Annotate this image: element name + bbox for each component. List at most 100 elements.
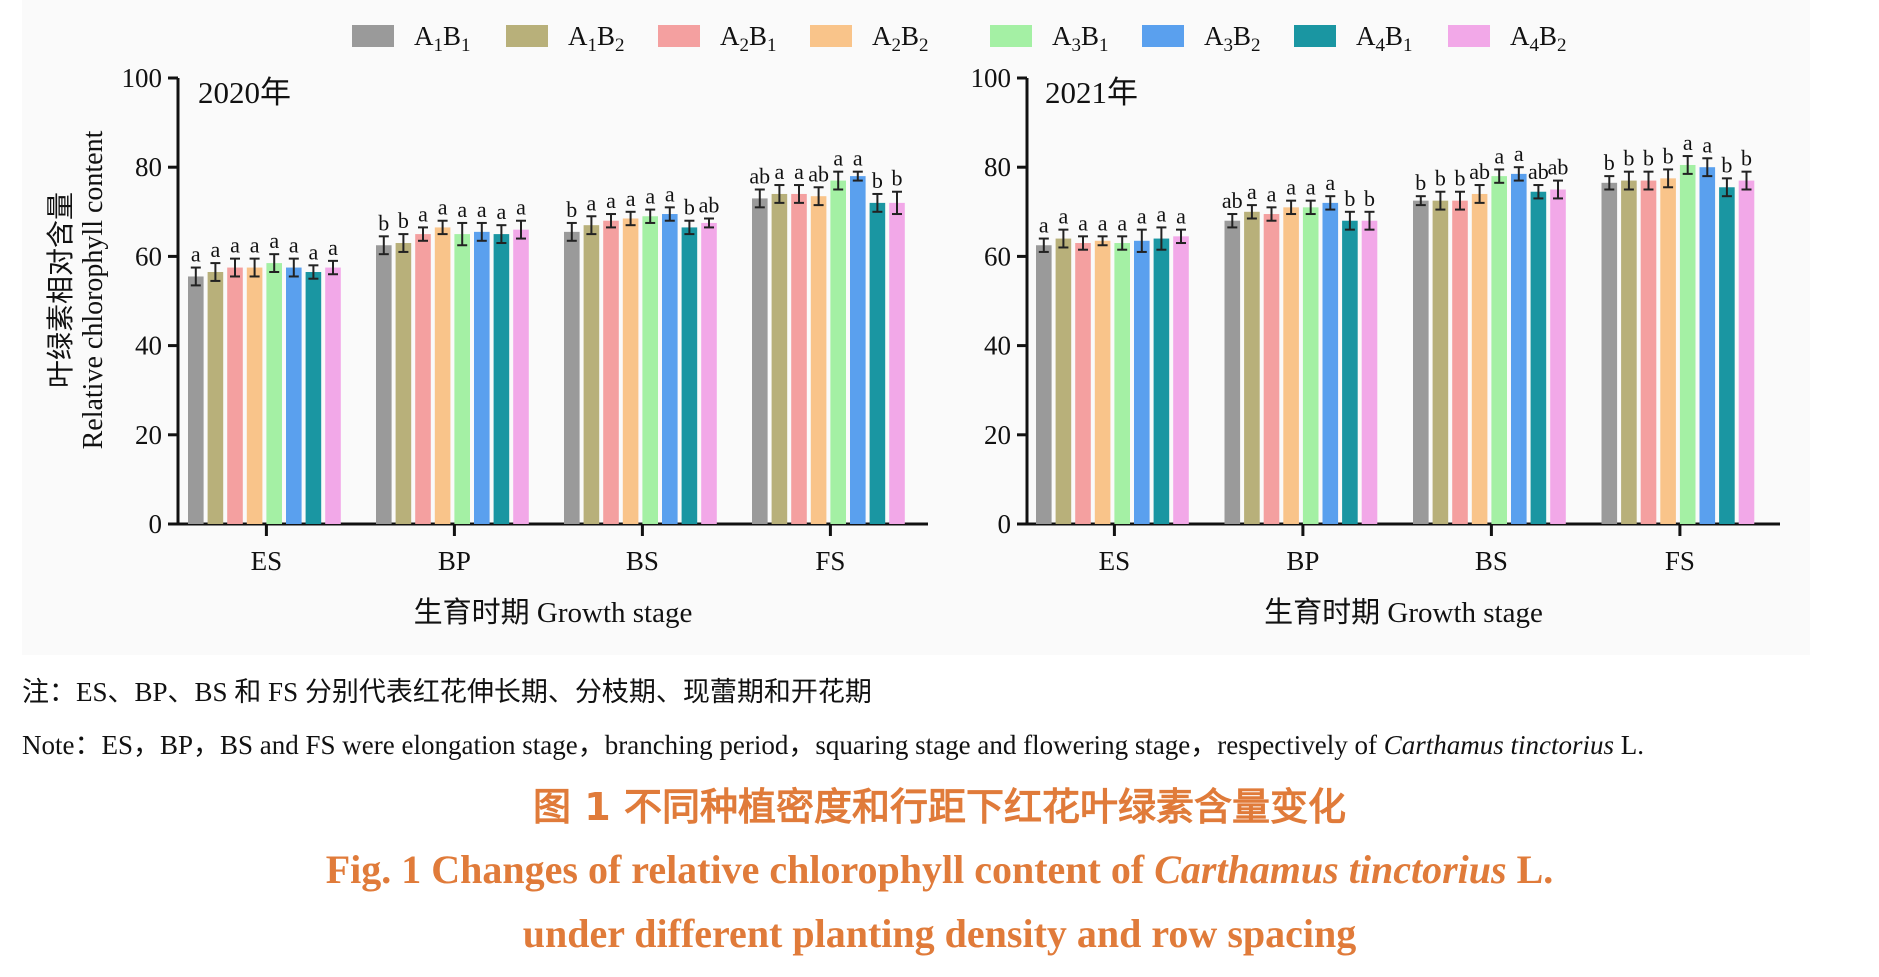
significance-letter: a [230,233,240,258]
figure-title-cn: 图 1 不同种植密度和行距下红花叶绿素含量变化 [533,785,1346,829]
significance-letter: a [1176,204,1186,229]
bar [1075,243,1091,524]
bar [1322,202,1339,524]
significance-letter: a [516,195,526,220]
significance-letter: b [566,197,577,222]
significance-letter: a [1683,130,1693,155]
bar [1114,243,1130,524]
significance-letter: a [1702,132,1712,157]
bar [1601,182,1618,524]
y-tick-label: 20 [984,420,1011,450]
note-en-species: Carthamus tinctorius [1383,730,1615,760]
significance-letter: a [418,201,428,226]
significance-letter: b [1604,150,1615,175]
panel-label: 2021年 [1045,75,1138,110]
legend-label-5: A3B2 [1204,21,1261,56]
significance-letter: a [269,228,279,253]
y-tick-label: 60 [984,241,1011,271]
bar [1511,173,1527,524]
significance-letter: a [1059,204,1069,229]
bar [1134,240,1150,525]
significance-letter: ab [808,161,829,186]
significance-letter: a [1494,143,1504,168]
bar [1342,220,1358,524]
bar [622,218,639,525]
x-axis-title: 生育时期 Growth stage [414,596,693,629]
y-tick-label: 80 [984,152,1011,182]
significance-letter: a [1137,204,1147,229]
bar [869,202,886,524]
bar [564,231,580,524]
bar [493,234,510,524]
y-tick-label: 0 [149,509,163,539]
y-tick-label: 60 [135,241,162,271]
significance-letter: a [1267,181,1277,206]
bar [305,272,322,524]
legend-label-4: A3B1 [1052,21,1109,56]
legend-swatch-4 [990,25,1032,47]
bar [1452,200,1468,524]
legend-swatch-0 [352,25,394,47]
significance-letter: a [1157,201,1167,226]
bar [454,234,470,524]
x-tick-label: ES [251,546,283,576]
bar [701,222,717,524]
bar [376,245,392,524]
significance-letter: a [211,237,221,262]
significance-letter: a [606,188,616,213]
bar [771,193,788,524]
bar [207,272,224,524]
note-en-suffix: L. [1614,730,1645,760]
bar [266,263,282,524]
bar [1432,200,1449,524]
bar [1660,178,1676,524]
title-en-species: Carthamus tinctorius [1154,847,1507,892]
significance-letter: a [1247,179,1257,204]
legend-swatch-6 [1294,25,1336,47]
legend-label-2: A2B1 [720,21,777,56]
x-tick-label: FS [815,546,845,576]
bar [830,180,846,524]
significance-letter: a [250,233,260,258]
significance-letter: a [1286,175,1296,200]
significance-letter: a [587,190,597,215]
title-en-prefix: Fig. 1 Changes of relative chlorophyll c… [325,847,1155,892]
significance-letter: a [1514,141,1524,166]
x-axis-title: 生育时期 Growth stage [1264,596,1543,629]
legend-label-7: A4B2 [1510,21,1567,56]
note-en-prefix: Note：ES，BP，BS and FS were elongation sta… [22,730,1384,760]
bar [1640,180,1657,524]
bar [246,267,263,524]
significance-letter: a [328,235,338,260]
bar [1283,207,1299,524]
bar [1094,240,1111,525]
figure-title-en-line1: Fig. 1 Changes of relative chlorophyll c… [0,846,1879,893]
significance-letter: a [1325,170,1335,195]
significance-letter: ab [1222,188,1243,213]
panel-label: 2020年 [198,75,291,110]
y-axis-title-cn: 叶绿素相对含量 [44,192,77,388]
significance-letter: b [1721,152,1732,177]
significance-letter: a [853,146,863,171]
significance-letter: b [398,208,409,233]
bar [1719,187,1735,524]
x-tick-label: BS [626,546,659,576]
bar [752,198,768,525]
bar [1173,236,1189,524]
significance-letter: a [289,233,299,258]
significance-letter: ab [749,164,770,189]
bar [681,227,698,524]
significance-letter: a [1098,210,1108,235]
legend-swatch-2 [658,25,700,47]
bar [1621,180,1637,524]
y-tick-label: 40 [984,331,1011,361]
x-tick-label: FS [1665,546,1695,576]
significance-letter: a [1078,210,1088,235]
bar [889,202,905,524]
bar [1550,189,1566,524]
significance-letter: a [645,184,655,209]
bar [1738,180,1755,524]
bar [603,220,619,524]
y-tick-label: 20 [135,420,162,450]
bar [286,267,302,524]
